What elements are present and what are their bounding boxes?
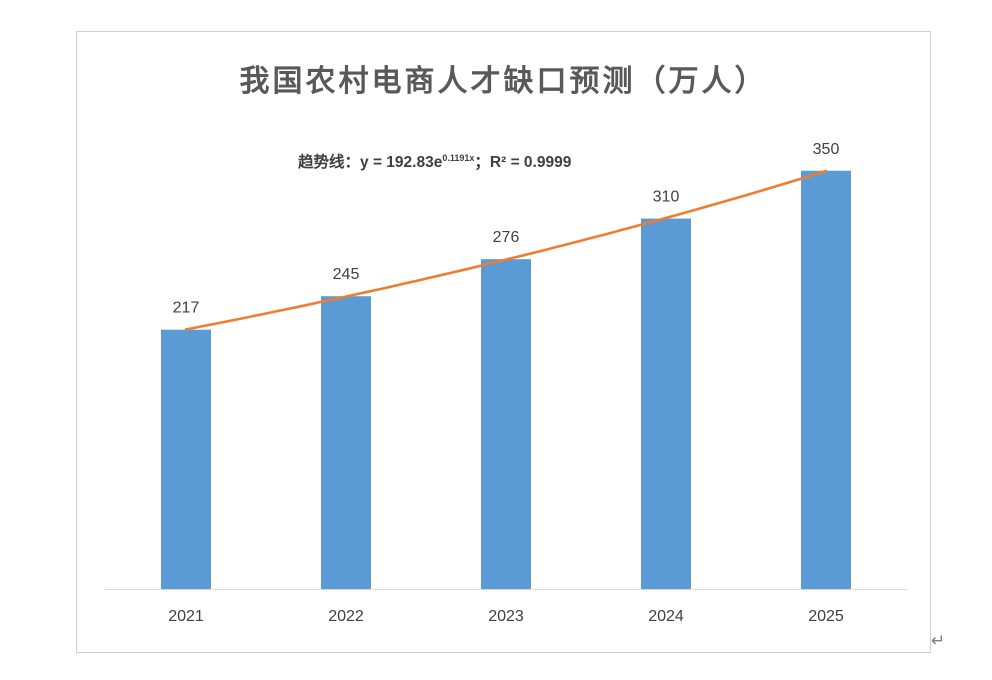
chart-title: 我国农村电商人才缺口预测（万人）: [239, 65, 768, 98]
data-label-2021: 217: [173, 300, 200, 317]
trendline-equation: y = 192.83e: [360, 154, 443, 171]
bar-2021: [161, 329, 211, 589]
paragraph-mark-icon: [931, 630, 949, 652]
trendline-separator: ；: [474, 154, 490, 171]
bar-2023: [481, 259, 531, 589]
category-label-2021: 2021: [168, 608, 204, 625]
chart-frame[interactable]: 217 2021 245 2022 276 2023 310 2024 350 2025 我国农村…: [76, 31, 931, 653]
category-label-2025: 2025: [808, 608, 844, 625]
data-label-2025: 350: [813, 141, 840, 158]
bar-2024: [641, 218, 691, 590]
category-label-2023: 2023: [488, 608, 524, 625]
data-label-2022: 245: [333, 266, 360, 283]
data-label-2024: 310: [653, 189, 680, 206]
data-label-2023: 276: [493, 229, 520, 246]
bar-2022: [321, 296, 371, 589]
category-label-2024: 2024: [648, 608, 684, 625]
chart-plot: 217 2021 245 2022 276 2023 310 2024 350 2025: [105, 141, 907, 625]
trendline-equation-label: 趋势线：y = 192.83e0.1191x；R² = 0.9999: [298, 153, 571, 173]
trendline: [184, 169, 828, 331]
bar-2025: [801, 170, 851, 589]
trendline-label-prefix: 趋势线：: [298, 154, 361, 171]
category-label-2022: 2022: [328, 608, 364, 625]
trendline-r-squared: R² = 0.9999: [489, 154, 572, 171]
trendline-exponent: 0.1191x: [442, 153, 475, 163]
